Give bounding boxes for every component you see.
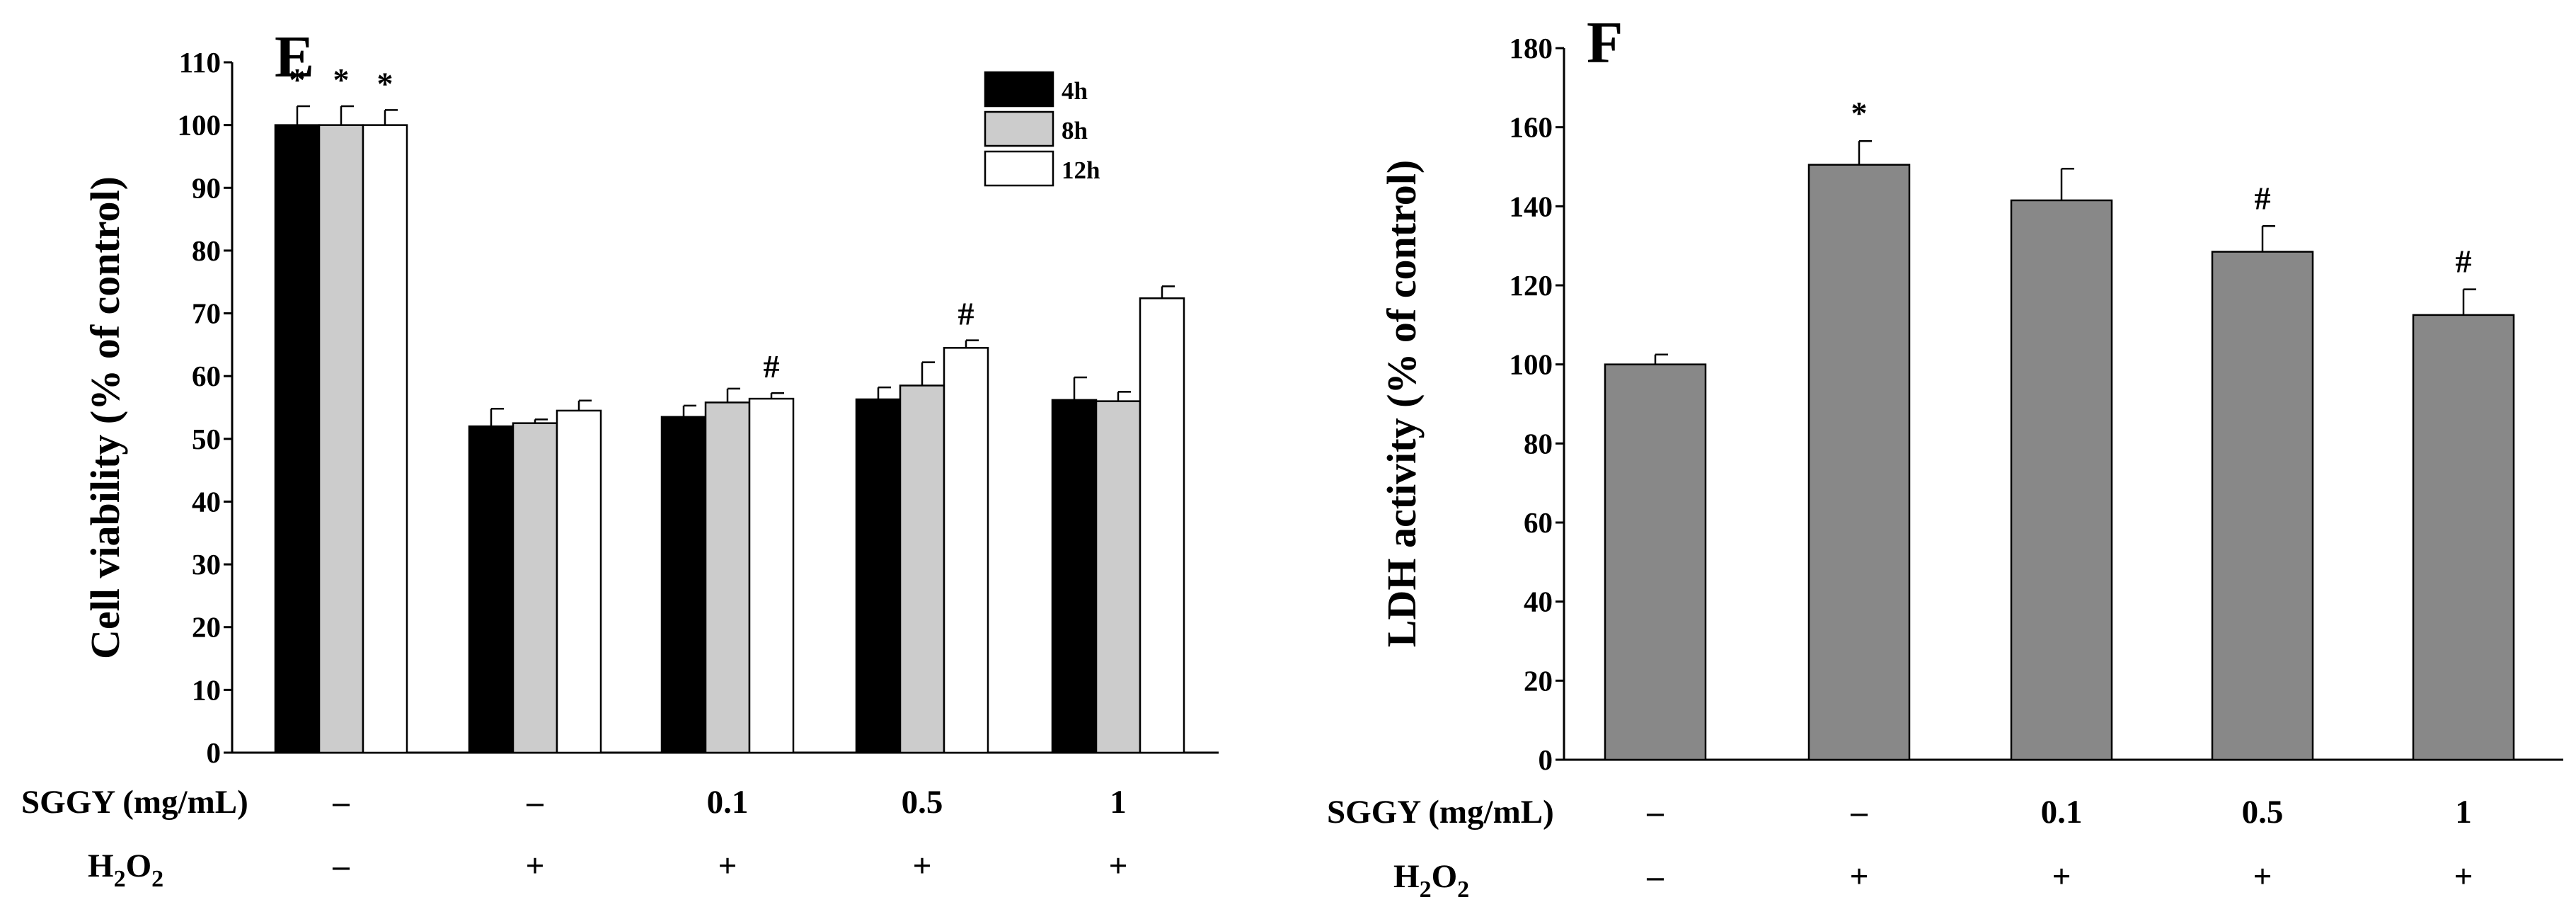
panel-e-significance-mark: *	[289, 62, 306, 98]
panel-e-bar-8h	[512, 422, 558, 754]
panel-e-bar-8h	[899, 384, 945, 754]
panel-f-y-tick-label: 160	[1510, 111, 1553, 144]
panel-e-significance-mark: #	[958, 296, 974, 332]
panel-f-significance-mark: #	[2456, 244, 2472, 280]
panel-e-sggy-value: –	[332, 784, 350, 821]
panel-e-h2o2-label-part: 2	[114, 866, 126, 892]
panel-f-significance-mark: *	[1851, 95, 1868, 131]
panel-e-legend-label: 4h	[1062, 77, 1088, 105]
panel-e-bar-4h	[468, 425, 514, 754]
panel-e-y-tick-label: 30	[192, 548, 221, 581]
panel-e-bar-12h	[556, 409, 602, 754]
panel-e-h2o2-row-label: H2O2	[88, 848, 163, 892]
panel-e-bar-8h	[318, 124, 364, 754]
panel-f-sggy-value: –	[1646, 794, 1664, 831]
panel-e-bar-4h	[660, 416, 707, 754]
panel-f-significance-mark: #	[2255, 180, 2271, 216]
panel-e-y-axis-title: Cell viability (% of control)	[82, 176, 128, 659]
panel-f-y-tick-label: 180	[1510, 32, 1553, 64]
panel-e-sggy-row-label: SGGY (mg/mL)	[21, 784, 248, 821]
panel-f-y-tick-label: 80	[1524, 427, 1553, 460]
panel-e-sggy-value: 1	[1110, 784, 1127, 821]
panel-f-sggy-value: 0.1	[2041, 794, 2083, 831]
panel-e-bar-4h	[274, 124, 321, 754]
panel-e-bar-4h	[1051, 399, 1098, 754]
panel-e-chart: E Cell viability (% of control) 0 10 20 30 4…	[21, 24, 1219, 892]
panel-f-h2o2-value: +	[2454, 858, 2473, 895]
panel-f-chart: F LDH activity (% of control) 0 20 40 60 80 1…	[1327, 10, 2563, 903]
panel-f-bar	[2412, 314, 2515, 761]
panel-f-h2o2-label-part: 2	[1457, 877, 1469, 903]
panel-f-h2o2-row-label: H2O2	[1393, 858, 1469, 903]
panel-f-y-tick-label: 60	[1524, 506, 1553, 539]
panel-e-h2o2-label-part: O	[126, 848, 152, 884]
panel-e-bar-12h	[943, 347, 989, 754]
panel-e-h2o2-label-part: 2	[151, 866, 163, 892]
panel-e-legend-label: 12h	[1062, 156, 1100, 184]
panel-e-sggy-value: 0.5	[902, 784, 943, 821]
panel-f-h2o2-value: +	[1850, 858, 1869, 895]
panel-e-h2o2-value: +	[1109, 848, 1128, 884]
panel-f-h2o2-value: +	[2052, 858, 2071, 895]
panel-f-h2o2-value: +	[2253, 858, 2272, 895]
panel-e-bar-8h	[704, 401, 751, 754]
panel-e-y-tick-label: 20	[192, 611, 221, 644]
panel-e-h2o2-value: +	[913, 848, 932, 884]
panel-f-h2o2-value: –	[1646, 858, 1664, 895]
panel-f-bar	[1604, 363, 1707, 761]
panel-e-y-tick-label: 60	[192, 360, 221, 392]
panel-e-sggy-value: –	[526, 784, 544, 821]
panel-e-h2o2-value: +	[526, 848, 545, 884]
panel-e-legend-swatch	[984, 150, 1054, 187]
panel-e-letter: E	[275, 24, 314, 90]
panel-e-y-tick-label: 100	[178, 109, 222, 142]
panel-e-significance-mark: *	[333, 62, 350, 98]
panel-f-y-tick-label: 120	[1510, 269, 1553, 302]
panel-f-sggy-value: 1	[2455, 794, 2472, 831]
panel-e-h2o2-label-part: H	[88, 848, 114, 884]
panel-f-y-tick-label: 20	[1524, 664, 1553, 697]
panel-e-y-tick-label: 40	[192, 485, 221, 518]
panel-e-y-tick-label: 0	[207, 736, 222, 769]
panel-e-y-tick-label: 70	[192, 297, 221, 330]
panel-f-y-tick-label: 0	[1539, 743, 1553, 776]
panel-f-sggy-row-label: SGGY (mg/mL)	[1327, 794, 1554, 831]
panel-f-sggy-value: 0.5	[2242, 794, 2284, 831]
panel-f-bar	[2010, 199, 2113, 761]
panel-e-bar-12h	[748, 397, 795, 754]
panel-e-bar-4h	[855, 398, 902, 754]
panel-f-sggy-value: –	[1850, 794, 1868, 831]
panel-e-h2o2-value: –	[332, 848, 350, 884]
panel-e-significance-mark: *	[377, 65, 393, 101]
panel-f-bar	[2211, 251, 2314, 761]
panel-e-sggy-value: 0.1	[707, 784, 749, 821]
panel-e-legend-label: 8h	[1062, 117, 1088, 144]
panel-e-y-tick-label: 110	[179, 46, 221, 79]
panel-e-bar-12h	[362, 124, 408, 754]
panel-f-y-tick-label: 100	[1510, 348, 1553, 381]
panel-e-y-tick-label: 90	[192, 171, 221, 204]
panel-e-y-tick-label: 10	[192, 673, 221, 706]
panel-e-significance-mark: #	[764, 348, 780, 384]
panel-e-h2o2-value: +	[718, 848, 737, 884]
panel-e-bar-12h	[1139, 297, 1185, 754]
panel-f-letter: F	[1587, 10, 1623, 76]
panel-f-bar	[1807, 164, 1911, 761]
panel-e-legend-swatch	[984, 71, 1054, 108]
panel-f-y-axis-title: LDH activity (% of control)	[1379, 160, 1425, 647]
panel-f-h2o2-label-part: H	[1393, 858, 1420, 895]
panel-e-y-tick-label: 80	[192, 234, 221, 267]
panel-f-y-tick-label: 40	[1524, 586, 1553, 618]
panel-f-y-tick-label: 140	[1510, 190, 1553, 222]
panel-e-legend-swatch	[984, 110, 1054, 147]
panel-f-h2o2-label-part: 2	[1420, 877, 1432, 903]
panel-e-bar-8h	[1095, 400, 1142, 754]
panel-e-y-tick-label: 50	[192, 423, 221, 455]
panel-f-h2o2-label-part: O	[1432, 858, 1458, 895]
